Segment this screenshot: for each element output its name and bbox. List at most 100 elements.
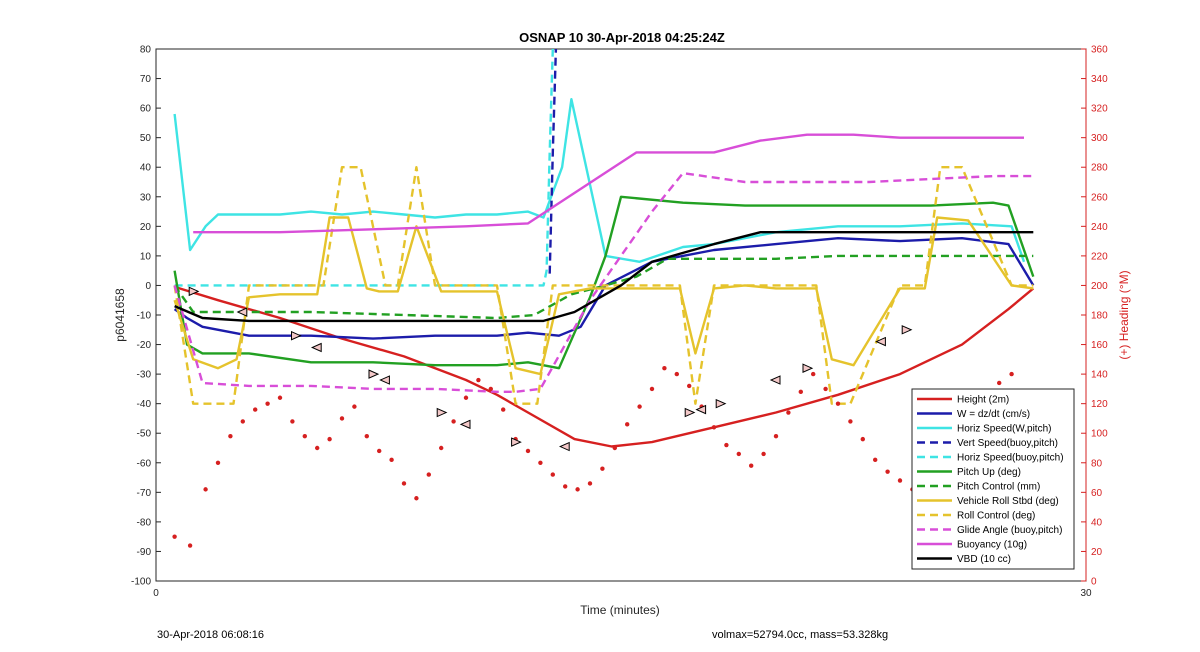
heading-dot [773, 433, 779, 439]
heading-dot [187, 543, 193, 548]
right-tick-label: 120 [1091, 399, 1108, 410]
heading-dot [1009, 371, 1014, 377]
heading-dot [997, 380, 1002, 386]
heading-dot [253, 407, 258, 412]
right-tick-label: 20 [1091, 547, 1103, 558]
chart-title: OSNAP 10 30-Apr-2018 04:25:24Z [519, 30, 725, 45]
heading-dot [897, 478, 903, 483]
right-tick-label: 220 [1091, 251, 1108, 262]
left-tick-label: -80 [137, 517, 152, 528]
heading-dot [674, 371, 679, 377]
right-axis-ticks: 0 20 40 60 80 100 120 140 160 180 200 220 240 260 280 3… [1081, 45, 1108, 588]
right-tick-label: 140 [1091, 370, 1108, 381]
footer-volmax-mass: volmax=52794.0cc, mass=53.328kg [712, 629, 888, 641]
height-marker [368, 369, 380, 379]
right-tick-label: 360 [1091, 45, 1108, 56]
heading-dot [612, 445, 617, 451]
heading-dot [625, 422, 630, 427]
left-tick-label: -10 [137, 311, 152, 322]
height-marker [769, 375, 781, 385]
y-axis-right-label: (+) Heading (°M) [1117, 270, 1131, 359]
right-tick-label: 240 [1091, 222, 1108, 233]
series-line-buoyancy-10g [193, 133, 1024, 234]
heading-dot [377, 448, 382, 454]
series-line-roll-control-deg [173, 165, 1034, 405]
legend-label: Horiz Speed(W,pitch) [957, 424, 1051, 435]
heading-dot [364, 433, 369, 439]
series-line-horiz-speed-w-pitch [173, 97, 1026, 263]
series-line-glide-angle-buoy-pitch [173, 171, 1034, 393]
heading-dot [389, 457, 394, 463]
heading-dot [563, 484, 568, 489]
heading-dot [203, 487, 208, 492]
heading-dot [315, 445, 320, 451]
heading-dot [525, 448, 531, 454]
heading-dot [786, 410, 791, 415]
heading-dot [823, 386, 828, 392]
height-marker [379, 375, 390, 385]
left-tick-label: -100 [131, 577, 151, 588]
heading-dot [687, 383, 692, 389]
legend-label: Vehicle Roll Stbd (deg) [957, 496, 1059, 507]
right-tick-label: 200 [1091, 281, 1108, 292]
heading-dot [662, 366, 667, 371]
heading-dot [215, 460, 221, 465]
right-tick-label: 80 [1091, 458, 1103, 469]
legend-label: VBD (10 cc) [957, 554, 1011, 565]
left-tick-label: 10 [140, 251, 152, 262]
heading-dot [538, 460, 543, 465]
left-tick-label: -50 [137, 429, 152, 440]
heading-dot [228, 433, 233, 439]
heading-dot [860, 436, 865, 442]
series-line-pitch-up-deg [173, 195, 1035, 370]
heading-dot [302, 433, 307, 439]
heading-dot [265, 401, 270, 406]
height-marker [715, 398, 727, 409]
heading-dot [711, 425, 717, 430]
heading-dot [439, 445, 444, 451]
height-marker [436, 407, 448, 418]
height-marker [695, 404, 707, 415]
legend-label: Height (2m) [957, 395, 1009, 406]
height-marker [236, 307, 248, 317]
legend-label: Pitch Up (deg) [957, 467, 1021, 478]
heading-dot [885, 469, 890, 474]
footer-timestamp: 30-Apr-2018 06:08:16 [157, 629, 264, 641]
heading-dot [463, 395, 469, 400]
left-tick-label: 0 [145, 281, 151, 292]
heading-dot [327, 436, 332, 442]
heading-dot [761, 451, 766, 457]
legend-box [911, 388, 1075, 570]
heading-dot [172, 534, 177, 539]
left-tick-label: -70 [137, 488, 152, 499]
left-tick-label: 50 [140, 133, 152, 144]
legend-label: Horiz Speed(buoy,pitch) [957, 453, 1064, 464]
heading-dot [339, 416, 345, 421]
heading-dot [575, 487, 580, 492]
heading-dot [736, 451, 741, 457]
height-marker [511, 437, 522, 447]
x-tick-label: 0 [153, 588, 159, 599]
legend-label: Vert Speed(buoy,pitch) [957, 438, 1058, 449]
height-marker [310, 342, 322, 353]
height-marker [684, 407, 696, 418]
left-tick-label: -30 [137, 370, 152, 381]
heading-dot [401, 481, 407, 486]
left-tick-label: 20 [140, 222, 152, 233]
height-marker [291, 330, 302, 341]
height-marker [802, 363, 814, 373]
heading-dot [277, 395, 283, 400]
heading-dot [749, 463, 754, 468]
heading-dot [724, 442, 729, 448]
heading-dot [476, 377, 481, 383]
height-marker [188, 286, 200, 297]
height-marker [459, 419, 471, 430]
heading-dot [798, 389, 803, 395]
series-layer [173, 49, 1035, 448]
series-line-horiz-speed-buoy-pitch [174, 49, 554, 287]
heading-dot [835, 401, 841, 406]
heading-dot [587, 481, 593, 486]
legend-label: Glide Angle (buoy,pitch) [957, 525, 1062, 536]
right-tick-label: 40 [1091, 517, 1103, 528]
